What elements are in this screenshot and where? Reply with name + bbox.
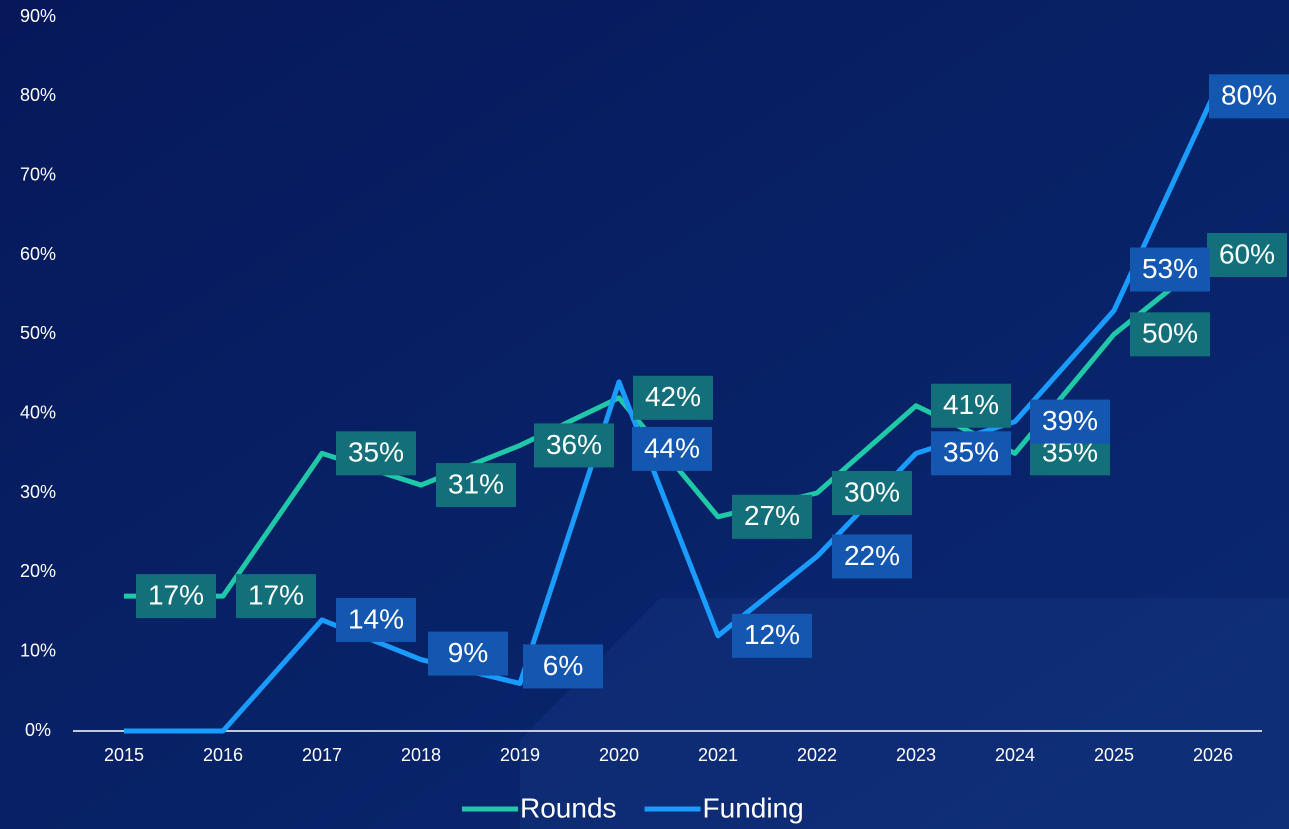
data-label: 50%	[1142, 318, 1198, 349]
label-box	[931, 383, 1011, 428]
label-box	[633, 375, 713, 420]
label-box	[523, 644, 603, 689]
x-tick-label: 2023	[896, 745, 936, 765]
label-box	[632, 426, 712, 471]
x-tick-label: 2026	[1193, 745, 1233, 765]
y-tick-label: 30%	[20, 482, 56, 502]
data-label: 35%	[943, 437, 999, 468]
data-label: 17%	[248, 580, 304, 611]
y-tick-label: 80%	[20, 85, 56, 105]
label-box	[832, 534, 912, 579]
data-label: 39%	[1042, 405, 1098, 436]
label-box	[436, 463, 516, 508]
x-tick-label: 2018	[401, 745, 441, 765]
y-tick-label: 10%	[20, 640, 56, 660]
data-label: 12%	[744, 619, 800, 650]
label-box	[1209, 74, 1289, 119]
x-tick-label: 2017	[302, 745, 342, 765]
data-label: 9%	[448, 637, 488, 668]
data-label: 44%	[644, 432, 700, 463]
x-tick-label: 2016	[203, 745, 243, 765]
label-box	[832, 471, 912, 515]
label-box	[534, 423, 614, 468]
data-label: 17%	[148, 580, 204, 611]
label-box	[1130, 247, 1210, 292]
x-tick-label: 2025	[1094, 745, 1134, 765]
y-tick-label: 40%	[20, 402, 56, 422]
label-box	[136, 574, 216, 619]
x-tick-label: 2019	[500, 745, 540, 765]
x-tick-label: 2020	[599, 745, 639, 765]
y-tick-label: 0%	[25, 720, 51, 740]
data-label: 31%	[448, 468, 504, 499]
y-tick-label: 60%	[20, 244, 56, 264]
data-label: 60%	[1219, 238, 1275, 269]
data-label: 22%	[844, 540, 900, 571]
y-tick-label: 50%	[20, 323, 56, 343]
label-box	[1030, 399, 1110, 444]
x-tick-label: 2022	[797, 745, 837, 765]
x-tick-label: 2024	[995, 745, 1035, 765]
label-box	[1207, 233, 1287, 277]
legend-label: Rounds	[520, 792, 617, 823]
data-label: 80%	[1221, 80, 1277, 111]
data-label: 53%	[1142, 253, 1198, 284]
label-box	[732, 494, 812, 539]
data-label: 30%	[844, 476, 900, 507]
label-box	[236, 574, 316, 619]
y-tick-label: 20%	[20, 561, 56, 581]
label-box	[428, 631, 508, 676]
y-tick-label: 70%	[20, 164, 56, 184]
data-label: 42%	[645, 381, 701, 412]
decor	[520, 598, 1289, 829]
label-box	[1130, 312, 1210, 357]
label-box	[732, 613, 812, 658]
y-tick-label: 90%	[20, 6, 56, 26]
x-tick-label: 2021	[698, 745, 738, 765]
data-label: 27%	[744, 500, 800, 531]
data-label: 6%	[543, 650, 583, 681]
label-box	[336, 431, 416, 476]
legend-label: Funding	[703, 792, 804, 823]
data-label: 14%	[348, 603, 404, 634]
x-tick-label: 2015	[104, 745, 144, 765]
data-label: 36%	[546, 429, 602, 460]
label-box	[931, 431, 1011, 476]
label-box	[336, 597, 416, 642]
data-label: 35%	[348, 437, 404, 468]
data-label: 41%	[943, 389, 999, 420]
